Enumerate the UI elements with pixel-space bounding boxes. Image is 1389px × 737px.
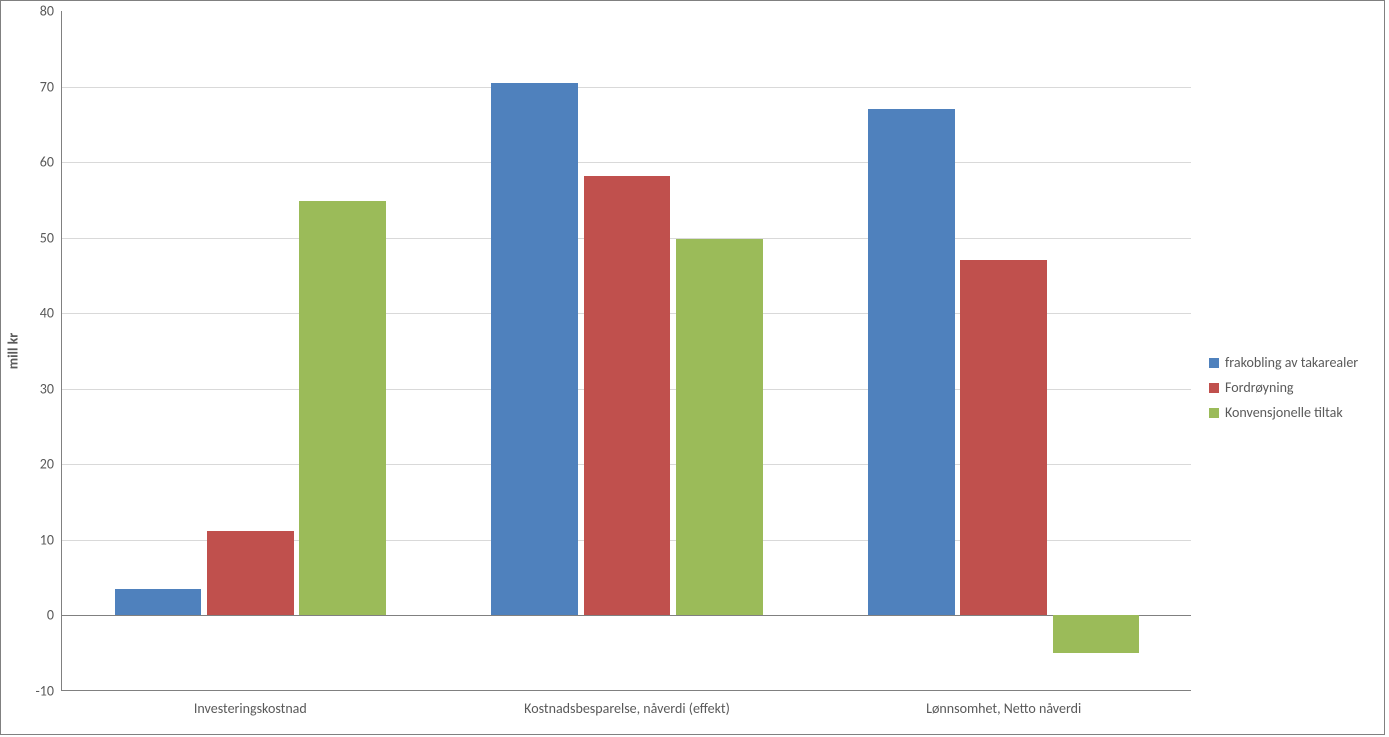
bar	[960, 260, 1047, 615]
bar	[868, 109, 955, 615]
y-tick-label: 20	[40, 456, 62, 473]
bar	[676, 239, 763, 615]
y-tick-label: 70	[40, 78, 62, 95]
legend-item: Fordrøyning	[1209, 379, 1358, 396]
bar	[299, 201, 386, 615]
bar	[1053, 615, 1140, 653]
bar	[584, 176, 671, 616]
bar	[115, 589, 202, 615]
legend-label: Fordrøyning	[1225, 379, 1294, 396]
y-tick-label: 80	[40, 3, 62, 20]
legend-label: Konvensjonelle tiltak	[1225, 404, 1343, 421]
y-tick-label: 50	[40, 229, 62, 246]
gridline	[62, 162, 1191, 163]
x-category-label: Lønnsomhet, Netto nåverdi	[926, 700, 1081, 717]
legend-swatch	[1209, 408, 1219, 418]
y-tick-label: 10	[40, 531, 62, 548]
plot-area: -1001020304050607080InvesteringskostnadK…	[61, 11, 1191, 691]
y-tick-label: 60	[40, 154, 62, 171]
x-category-label: Investeringskostnad	[194, 700, 307, 717]
legend-label: frakobling av takarealer	[1225, 354, 1358, 371]
y-axis-title: mill kr	[5, 333, 22, 370]
y-tick-label: 40	[40, 305, 62, 322]
zero-line	[62, 615, 1191, 616]
y-tick-label: -10	[36, 683, 62, 700]
bar	[491, 83, 578, 616]
chart-frame: mill kr -1001020304050607080Investerings…	[0, 0, 1385, 735]
legend-item: Konvensjonelle tiltak	[1209, 404, 1358, 421]
y-tick-label: 0	[47, 607, 62, 624]
legend-swatch	[1209, 358, 1219, 368]
legend-swatch	[1209, 383, 1219, 393]
legend: frakobling av takarealer Fordrøyning Konve…	[1209, 346, 1358, 429]
x-category-label: Kostnadsbesparelse, nåverdi (effekt)	[524, 700, 730, 717]
y-tick-label: 30	[40, 380, 62, 397]
gridline	[62, 87, 1191, 88]
bar	[207, 531, 294, 616]
legend-item: frakobling av takarealer	[1209, 354, 1358, 371]
